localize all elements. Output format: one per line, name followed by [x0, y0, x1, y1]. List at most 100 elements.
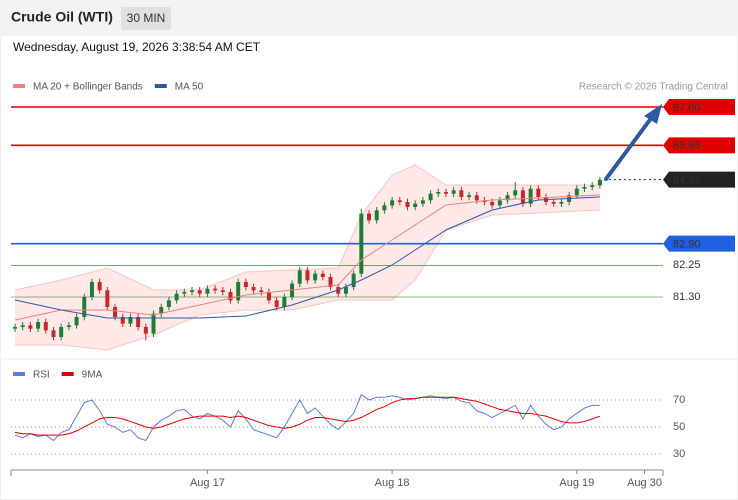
legend-swatch: [154, 84, 167, 88]
candle-body: [236, 282, 241, 301]
candle-body: [459, 190, 464, 197]
candle-body: [520, 190, 525, 204]
legend-swatch: [13, 372, 25, 376]
candle-body: [20, 325, 25, 327]
candle-body: [420, 200, 425, 204]
candle-body: [197, 290, 202, 294]
candle-body: [367, 213, 372, 221]
forecast-arrow: [604, 104, 662, 181]
candle-body: [182, 292, 187, 294]
candle-body: [436, 192, 441, 194]
instrument-title: Crude Oil (WTI): [11, 9, 113, 25]
level-badge: [663, 171, 735, 188]
level-label: 82.90: [673, 239, 701, 251]
x-tick-label: Aug 30: [627, 477, 662, 489]
candle-body: [490, 202, 495, 206]
candle-body: [36, 322, 41, 329]
candle-body: [259, 290, 264, 292]
candle-body: [28, 325, 33, 329]
candle-body: [243, 282, 248, 287]
level-label: 81.30: [673, 291, 701, 303]
level-label: 87.00: [673, 102, 701, 114]
level-label: 82.25: [673, 259, 701, 271]
candle-body: [359, 213, 364, 274]
candle-body: [343, 287, 348, 294]
candle-body: [351, 273, 356, 287]
candle-body: [413, 203, 418, 207]
candle-body: [474, 195, 479, 201]
legend-swatch: [61, 372, 74, 376]
candle-body: [13, 327, 18, 329]
candle-body: [190, 290, 195, 292]
level-label: 85.85: [673, 140, 701, 152]
candle-body: [428, 193, 433, 201]
candle-body: [551, 202, 556, 204]
x-tick-label: Aug 17: [190, 477, 225, 489]
candle-body: [528, 188, 533, 204]
candle-body: [297, 270, 302, 284]
candle-body: [536, 188, 541, 197]
candle-body: [397, 200, 402, 202]
x-tick-label: Aug 19: [559, 477, 594, 489]
bollinger-upper: [14, 164, 600, 291]
candle-body: [128, 317, 133, 324]
candle-body: [382, 205, 387, 211]
candle-body: [282, 297, 287, 307]
timestamp: Wednesday, August 19, 2026 3:38:54 AM CE…: [13, 40, 261, 54]
candle-body: [213, 288, 218, 291]
rsi-line: [14, 393, 600, 442]
arrow-shaft: [604, 115, 654, 181]
candle-body: [97, 282, 102, 291]
candle-body: [151, 313, 156, 334]
candle-body: [451, 190, 456, 194]
candle-body: [105, 290, 110, 307]
candle-body: [405, 202, 410, 207]
candle-body: [274, 300, 279, 307]
level-badge: [663, 99, 735, 115]
legend-label: MA 20 + Bollinger Bands: [33, 82, 143, 93]
candle-body: [590, 185, 595, 187]
copyright: Research © 2026 Trading Central: [579, 82, 728, 93]
candle-body: [513, 190, 518, 196]
level-badge: [663, 235, 735, 252]
candle-body: [597, 179, 602, 186]
candle-body: [467, 195, 472, 197]
legend-swatch: [13, 84, 25, 88]
candle-body: [113, 307, 118, 317]
candle-body: [159, 307, 164, 314]
x-tick-label: Aug 18: [375, 477, 410, 489]
candle-body: [328, 277, 333, 287]
candle-body: [82, 297, 87, 317]
level-label: 84.82: [673, 175, 701, 187]
candle-body: [205, 288, 210, 294]
candle-body: [89, 282, 94, 297]
legend-label: RSI: [33, 370, 50, 381]
candle-body: [66, 325, 71, 327]
candle-body: [143, 327, 148, 334]
legend-label: 9MA: [82, 370, 103, 381]
candle-body: [305, 270, 310, 281]
ma50-line: [14, 196, 600, 319]
level-badge: [663, 137, 735, 154]
legend-label: MA 50: [175, 82, 204, 93]
candle-body: [574, 188, 579, 196]
candle-body: [174, 293, 179, 301]
ma20-line: [14, 194, 600, 321]
candle-body: [505, 195, 510, 201]
candle-body: [266, 292, 271, 301]
candle-body: [374, 210, 379, 221]
candle-body: [497, 200, 502, 206]
interval-badge: [121, 7, 171, 30]
candle-body: [443, 192, 448, 194]
candle-body: [51, 330, 56, 337]
candle-body: [166, 300, 171, 307]
candle-body: [228, 292, 233, 301]
candle-body: [43, 322, 48, 331]
candle-body: [120, 317, 125, 324]
candle-body: [251, 287, 256, 291]
interval-label: 30 MIN: [127, 11, 166, 25]
y-tick-label: 50: [673, 421, 685, 433]
candle-body: [220, 290, 225, 292]
bollinger-lower: [15, 209, 600, 351]
